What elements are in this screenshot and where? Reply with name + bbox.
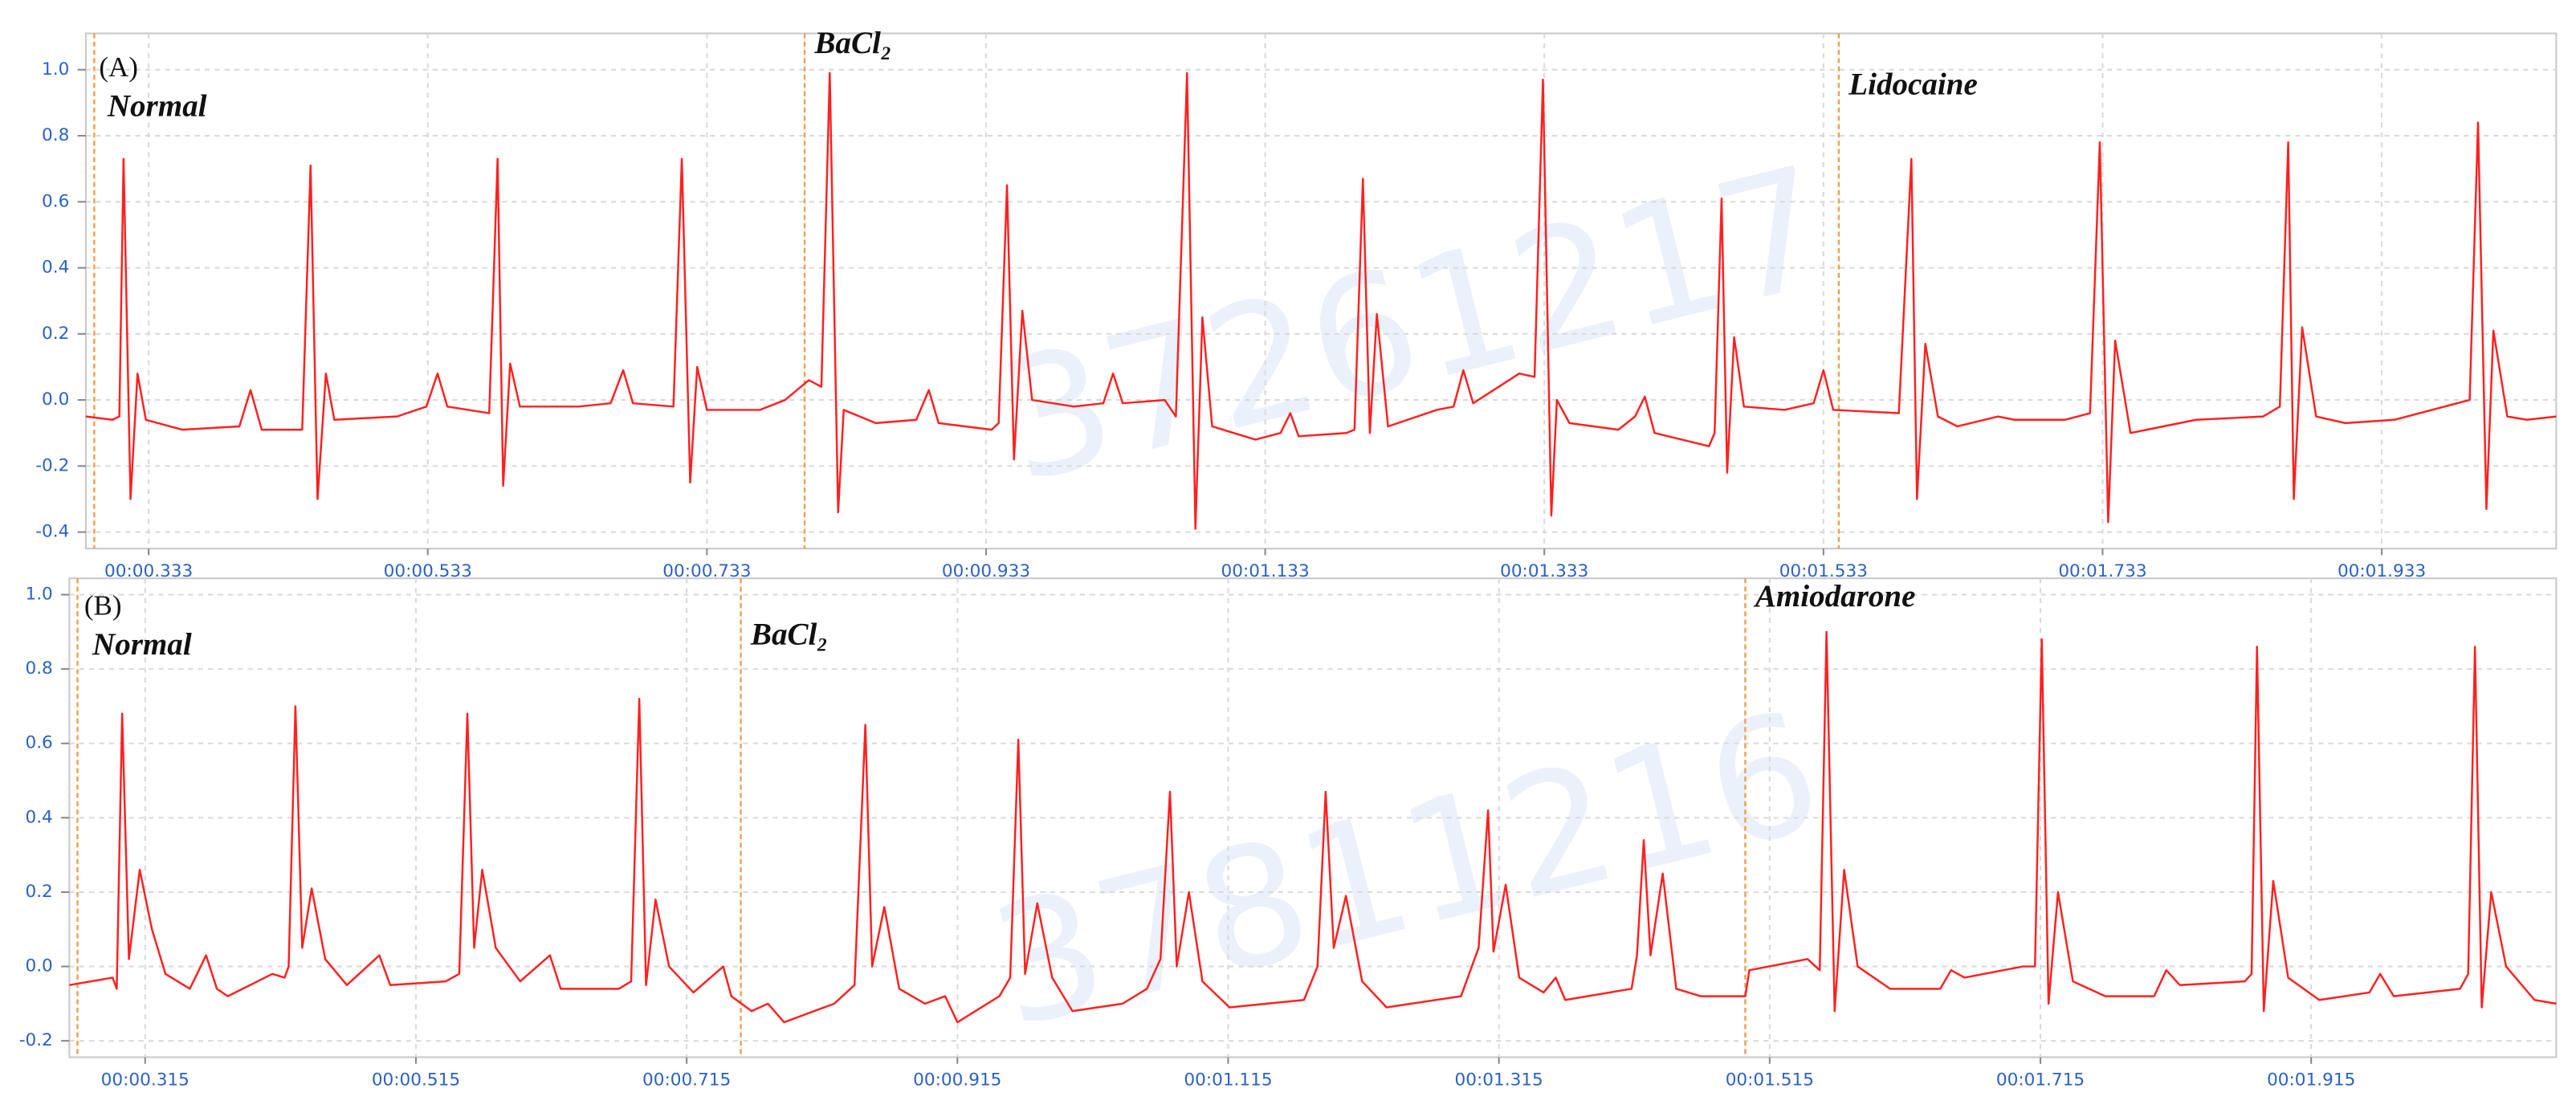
y-tick-label: 0.6 xyxy=(42,191,69,211)
ecg-trace xyxy=(69,630,2557,1024)
plot-frame xyxy=(84,32,2558,550)
y-tick-label: 0.6 xyxy=(25,733,52,753)
y-tick-label: 1.0 xyxy=(42,59,69,79)
x-tick-label: 00:00.915 xyxy=(913,1070,1001,1090)
x-tick-label: 00:01.115 xyxy=(1184,1070,1272,1090)
x-tick-label: 00:01.715 xyxy=(1996,1070,2085,1090)
y-tick-label: 0.8 xyxy=(25,658,52,679)
event-label: BaCl₂ xyxy=(813,26,891,60)
y-tick-label: 0.2 xyxy=(42,324,69,344)
event-label: Normal xyxy=(107,88,207,123)
event-label: Amiodarone xyxy=(1753,579,1916,614)
x-tick-label: 00:00.515 xyxy=(372,1070,460,1090)
y-tick-label: 0.2 xyxy=(25,882,52,902)
x-tick-label: 00:01.915 xyxy=(2267,1070,2355,1090)
x-tick-label: 00:01.315 xyxy=(1455,1070,1543,1090)
y-tick-label: -0.2 xyxy=(19,1030,53,1050)
event-label: Normal xyxy=(92,627,192,662)
y-tick-label: -0.4 xyxy=(35,522,69,542)
y-tick-label: 1.0 xyxy=(25,585,52,605)
x-tick-label: 00:00.715 xyxy=(642,1070,731,1090)
event-label: Lidocaine xyxy=(1848,67,1978,102)
x-tick-label: 00:01.515 xyxy=(1726,1070,1814,1090)
watermark: 37261217 xyxy=(984,130,1845,520)
y-tick-label: 0.8 xyxy=(42,125,69,145)
y-tick-label: 0.0 xyxy=(25,956,52,976)
y-tick-label: 0.4 xyxy=(42,258,69,278)
ecg-trace xyxy=(85,71,2557,530)
y-tick-label: 0.4 xyxy=(25,807,52,827)
y-tick-label: 0.0 xyxy=(42,389,69,410)
y-tick-label: -0.2 xyxy=(35,455,69,475)
panel-label: (B) xyxy=(84,589,122,621)
panel-label: (A) xyxy=(99,51,137,83)
x-tick-label: 00:00.315 xyxy=(101,1070,190,1090)
event-label: BaCl₂ xyxy=(750,617,828,651)
